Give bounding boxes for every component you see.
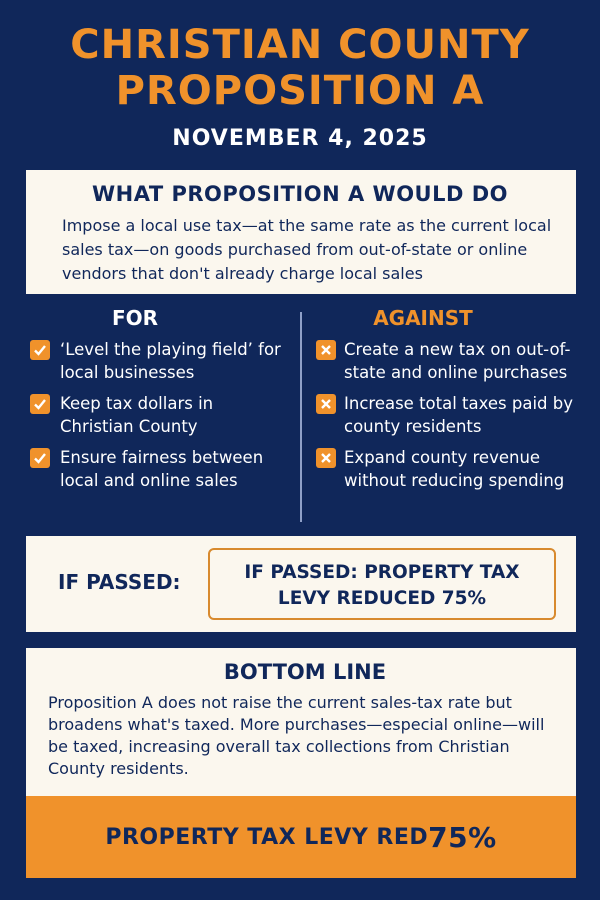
banner-number: 75% — [428, 820, 497, 854]
x-icon — [316, 394, 336, 414]
what-proposition-panel: WHAT PROPOSITION A WOULD DO Impose a loc… — [26, 170, 576, 294]
for-heading: FOR — [111, 306, 159, 330]
against-item: Create a new tax on out-of-state and onl… — [316, 338, 590, 384]
for-item-label: ‘Level the playing field’ for local busi… — [60, 340, 281, 382]
if-passed-callout: IF PASSED: PROPERTY TAX LEVY REDUCED 75% — [208, 548, 556, 620]
if-passed-label: IF PASSED: — [58, 570, 181, 594]
if-passed-callout-line1: IF PASSED: PROPERTY TAX — [244, 562, 520, 583]
title-line-2: PROPOSITION A — [115, 68, 485, 114]
banner-text: PROPERTY TAX LEVY RED — [105, 824, 429, 850]
what-title: WHAT PROPOSITION A WOULD DO — [92, 182, 509, 206]
bottom-line-body: Proposition A does not raise the current… — [48, 693, 545, 778]
check-icon — [30, 340, 50, 360]
against-item: Expand county revenue without reducing s… — [316, 446, 590, 492]
against-item-label: Expand county revenue without reducing s… — [344, 448, 565, 490]
against-item-label: Increase total taxes paid by county resi… — [344, 394, 574, 436]
header: CHRISTIAN COUNTY PROPOSITION A NOVEMBER … — [0, 0, 600, 168]
if-passed-callout-line2: LEVY REDUCED 75% — [277, 588, 487, 609]
title-line-1: CHRISTIAN COUNTY — [70, 22, 530, 68]
against-column: AGAINST Create a new tax on out-of-state… — [316, 306, 590, 500]
for-column: FOR ‘Level the playing field’ for local … — [30, 306, 290, 500]
bottom-line-title: BOTTOM LINE — [223, 660, 387, 684]
check-icon — [30, 448, 50, 468]
against-item-label: Create a new tax on out-of-state and onl… — [344, 340, 571, 382]
for-item-label: Ensure fairness between local and online… — [60, 448, 264, 490]
against-heading: AGAINST — [373, 306, 473, 330]
for-item-label: Keep tax dollars in Christian County — [60, 394, 214, 436]
date: NOVEMBER 4, 2025 — [172, 126, 428, 151]
if-passed-panel: IF PASSED: IF PASSED: PROPERTY TAX LEVY … — [26, 536, 576, 632]
for-item: Keep tax dollars in Christian County — [30, 392, 290, 438]
bottom-line-panel: BOTTOM LINE Proposition A does not raise… — [26, 648, 576, 796]
against-item: Increase total taxes paid by county resi… — [316, 392, 590, 438]
for-item: Ensure fairness between local and online… — [30, 446, 290, 492]
x-icon — [316, 340, 336, 360]
what-body: Impose a local use tax—at the same rate … — [62, 216, 552, 283]
bottom-banner: PROPERTY TAX LEVY RED 75% — [26, 796, 576, 878]
for-item: ‘Level the playing field’ for local busi… — [30, 338, 290, 384]
x-icon — [316, 448, 336, 468]
column-divider — [300, 312, 302, 522]
check-icon — [30, 394, 50, 414]
